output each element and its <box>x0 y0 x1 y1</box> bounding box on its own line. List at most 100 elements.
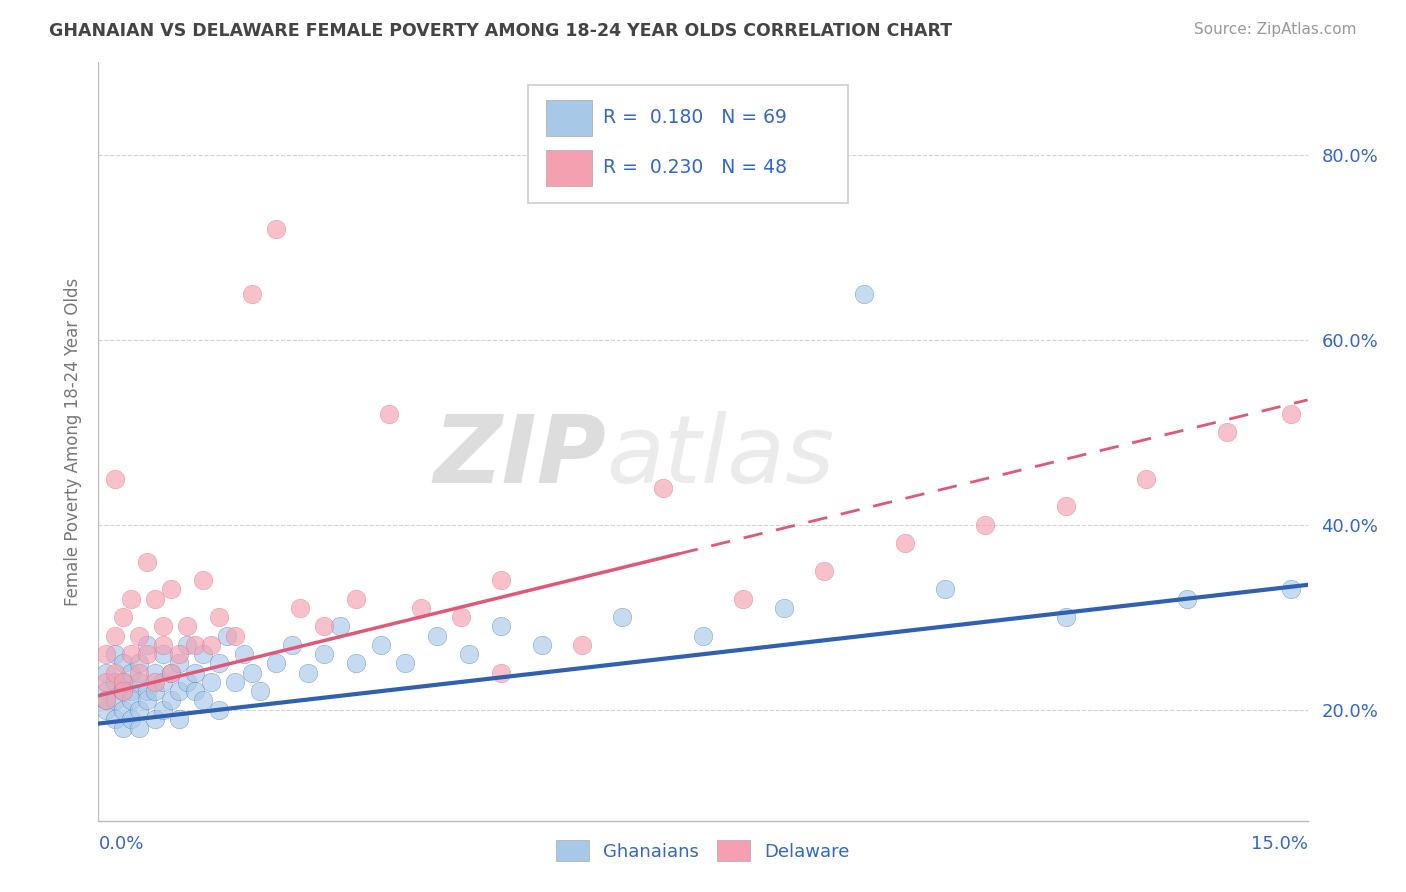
Point <box>224 629 246 643</box>
Point <box>120 665 142 680</box>
Text: Source: ZipAtlas.com: Source: ZipAtlas.com <box>1194 22 1357 37</box>
Point <box>128 675 150 690</box>
Point <box>128 657 150 671</box>
Point <box>240 286 263 301</box>
Point <box>217 629 239 643</box>
Point <box>394 657 416 671</box>
Point <box>152 703 174 717</box>
Point <box>143 684 166 698</box>
Point <box>249 684 271 698</box>
Point <box>264 222 287 236</box>
Point <box>344 591 367 606</box>
Point <box>184 684 207 698</box>
Point <box>152 647 174 661</box>
Point <box>176 675 198 690</box>
Point <box>264 657 287 671</box>
Legend: Ghanaians, Delaware: Ghanaians, Delaware <box>550 833 856 869</box>
Point <box>152 675 174 690</box>
Point <box>491 619 513 633</box>
Point <box>297 665 319 680</box>
Point <box>893 536 915 550</box>
Point <box>184 638 207 652</box>
Text: 15.0%: 15.0% <box>1250 835 1308 853</box>
FancyBboxPatch shape <box>527 85 848 202</box>
Point <box>135 693 157 707</box>
Point <box>426 629 449 643</box>
Point <box>135 684 157 698</box>
Point <box>135 638 157 652</box>
Point <box>1175 591 1198 606</box>
Point <box>120 647 142 661</box>
Bar <box>546 150 592 186</box>
Point <box>160 582 183 597</box>
Point <box>96 665 118 680</box>
Point <box>103 647 125 661</box>
Point <box>167 712 190 726</box>
Point <box>103 665 125 680</box>
Point <box>167 684 190 698</box>
Bar <box>546 100 592 136</box>
Point <box>193 647 215 661</box>
Point <box>96 684 118 698</box>
Point <box>111 703 134 717</box>
Point <box>96 647 118 661</box>
Point <box>240 665 263 680</box>
Point <box>96 703 118 717</box>
Point <box>853 286 876 301</box>
Point <box>167 657 190 671</box>
Point <box>143 665 166 680</box>
Point <box>143 712 166 726</box>
Point <box>152 638 174 652</box>
Point <box>974 517 997 532</box>
Point <box>1054 500 1077 514</box>
Point <box>200 638 222 652</box>
Point <box>111 610 134 624</box>
Point <box>377 407 399 421</box>
Point <box>934 582 956 597</box>
Point <box>120 712 142 726</box>
Point <box>120 693 142 707</box>
Point <box>314 619 336 633</box>
Point <box>128 665 150 680</box>
Point <box>103 693 125 707</box>
Point <box>111 684 134 698</box>
Text: R =  0.230   N = 48: R = 0.230 N = 48 <box>603 158 786 178</box>
Point <box>96 675 118 690</box>
Point <box>135 647 157 661</box>
Point <box>111 657 134 671</box>
Point <box>458 647 481 661</box>
Y-axis label: Female Poverty Among 18-24 Year Olds: Female Poverty Among 18-24 Year Olds <box>63 277 82 606</box>
Text: atlas: atlas <box>606 411 835 502</box>
Point <box>111 675 134 690</box>
Point <box>692 629 714 643</box>
Point <box>160 665 183 680</box>
Point <box>103 629 125 643</box>
Point <box>612 610 634 624</box>
Point <box>370 638 392 652</box>
Point <box>128 721 150 735</box>
Point <box>200 675 222 690</box>
Point <box>111 675 134 690</box>
Point <box>329 619 352 633</box>
Point <box>281 638 304 652</box>
Point <box>344 657 367 671</box>
Point <box>160 693 183 707</box>
Point <box>160 665 183 680</box>
Point <box>571 638 593 652</box>
Point <box>1281 407 1303 421</box>
Point <box>193 693 215 707</box>
Point <box>120 591 142 606</box>
Text: 0.0%: 0.0% <box>98 835 143 853</box>
Point <box>152 619 174 633</box>
Point <box>208 657 231 671</box>
Point <box>232 647 254 661</box>
Point <box>128 629 150 643</box>
Point <box>1281 582 1303 597</box>
Point <box>1135 471 1157 485</box>
Point <box>491 665 513 680</box>
Point <box>450 610 472 624</box>
Point <box>772 601 794 615</box>
Point <box>103 712 125 726</box>
Point <box>1054 610 1077 624</box>
Point <box>128 703 150 717</box>
